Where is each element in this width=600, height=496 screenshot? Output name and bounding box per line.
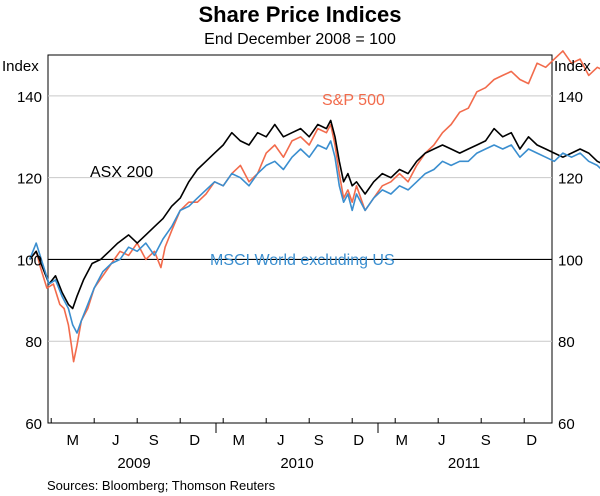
y-tick-label-right-60: 60 [558, 416, 575, 433]
x-tick-label-0: M [66, 432, 79, 449]
legend-label-sp500: S&P 500 [322, 92, 385, 109]
y-tick-label-right-80: 80 [558, 334, 575, 351]
x-tick-label-8: M [395, 432, 408, 449]
y-tick-label-right-120: 120 [558, 171, 583, 188]
y-tick-label-right-100: 100 [558, 252, 583, 269]
x-tick-label-9: J [438, 432, 446, 449]
legend-label-msci: MSCI World excluding US [210, 252, 395, 269]
legend-label-asx200: ASX 200 [90, 164, 153, 181]
x-tick-label-6: S [314, 432, 324, 449]
y-axis-label-right: Index [554, 58, 591, 75]
x-tick-label-1: J [112, 432, 120, 449]
year-label-2011: 2011 [448, 455, 480, 472]
source-note: Sources: Bloomberg; Thomson Reuters [47, 478, 276, 493]
year-label-2010: 2010 [280, 455, 313, 472]
x-tick-label-7: D [353, 432, 364, 449]
y-tick-label-left-100: 100 [17, 252, 42, 269]
year-label-2009: 2009 [117, 455, 150, 472]
chart-subtitle: End December 2008 = 100 [204, 31, 396, 48]
series-line-asx-200 [29, 119, 600, 310]
series-line-msci-world-excluding-us [28, 140, 600, 334]
x-tick-label-2: S [149, 432, 159, 449]
chart-title: Share Price Indices [198, 2, 402, 27]
y-tick-label-left-80: 80 [25, 334, 42, 351]
y-tick-label-left-120: 120 [17, 171, 42, 188]
series-line-s-p-500 [29, 50, 600, 363]
x-tick-label-4: M [232, 432, 245, 449]
x-tick-label-11: D [526, 432, 537, 449]
x-tick-label-5: J [277, 432, 285, 449]
y-tick-label-left-140: 140 [17, 89, 42, 106]
x-tick-label-10: S [481, 432, 491, 449]
x-tick-label-3: D [189, 432, 200, 449]
y-tick-label-right-140: 140 [558, 89, 583, 106]
y-axis-label-left: Index [2, 58, 39, 75]
y-tick-label-left-60: 60 [25, 416, 42, 433]
plot-frame [47, 54, 553, 424]
